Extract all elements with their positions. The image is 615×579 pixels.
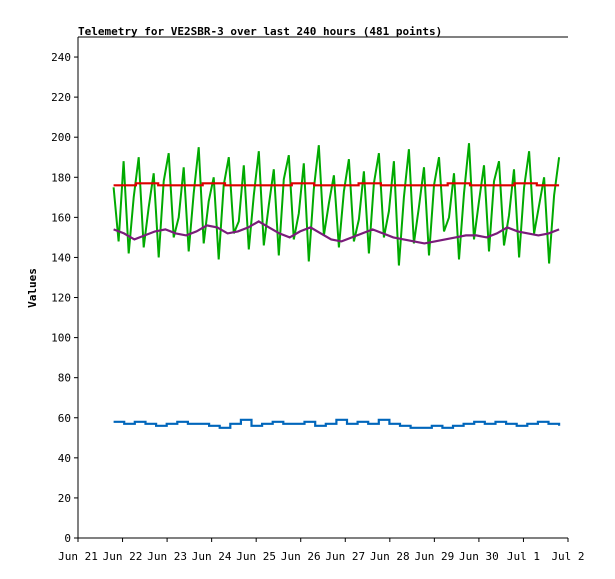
series-line-1 — [113, 182, 560, 187]
chart-title: Telemetry for VE2SBR-3 over last 240 hou… — [78, 25, 442, 38]
x-tick-label: Jun 25 — [236, 550, 276, 563]
x-tick-label: Jun 21 — [58, 550, 98, 563]
x-tick-label: Jun 24 — [192, 550, 232, 563]
x-tick-label: Jul 2 — [551, 550, 584, 563]
x-tick-label: Jun 23 — [147, 550, 187, 563]
series-line-2 — [113, 220, 560, 245]
x-tick-label: Jun 28 — [370, 550, 410, 563]
y-tick-label: 0 — [64, 532, 71, 545]
series-layer — [112, 143, 561, 429]
y-tick-label: 100 — [51, 332, 71, 345]
y-axis-ticks: 0 20 40 60 80 100 120 140 160 180 200 220 240 — [51, 51, 78, 545]
y-tick-label: 20 — [58, 492, 71, 505]
y-tick-label: 140 — [51, 251, 71, 264]
series-line-0 — [112, 143, 561, 266]
x-tick-label: Jun 29 — [414, 550, 454, 563]
y-tick-label: 160 — [51, 211, 71, 224]
x-axis-ticks: Jun 21 Jun 22 Jun 23 Jun 24 Jun 25 Jun 26 Jun … — [58, 538, 585, 563]
y-tick-label: 80 — [58, 372, 71, 385]
x-tick-label: Jul 1 — [507, 550, 540, 563]
y-tick-label: 40 — [58, 452, 71, 465]
x-tick-label: Jun 26 — [281, 550, 321, 563]
x-tick-label: Jun 22 — [103, 550, 143, 563]
y-tick-label: 220 — [51, 91, 71, 104]
y-tick-label: 240 — [51, 51, 71, 64]
y-tick-label: 180 — [51, 171, 71, 184]
y-axis-title: Values — [26, 268, 39, 308]
y-tick-label: 200 — [51, 131, 71, 144]
x-tick-label: Jun 27 — [325, 550, 365, 563]
series-line-3 — [113, 418, 561, 429]
x-tick-label: Jun 30 — [459, 550, 499, 563]
y-tick-label: 120 — [51, 292, 71, 305]
y-tick-label: 60 — [58, 412, 71, 425]
